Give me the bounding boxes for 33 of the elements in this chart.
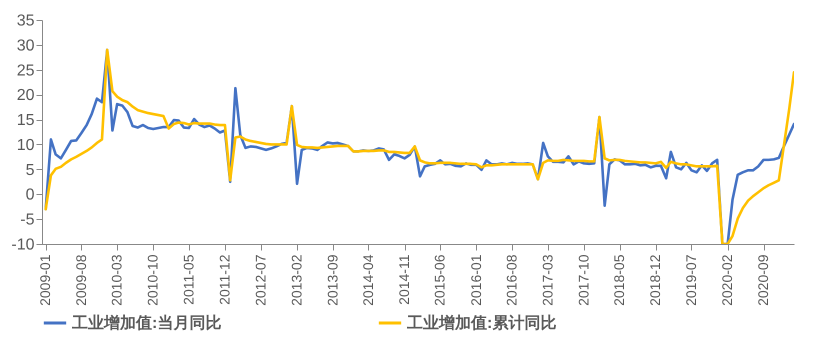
x-tick-label: 2015-06 xyxy=(432,254,448,306)
x-tick-label: 2013-02 xyxy=(288,254,305,306)
y-tick-label: 5 xyxy=(26,162,35,179)
x-tick-label: 2013-09 xyxy=(324,254,340,306)
y-tick-label: -10 xyxy=(11,236,35,254)
x-tick-label: 2011-05 xyxy=(180,254,196,305)
y-tick-label: 30 xyxy=(16,37,35,54)
x-tick-label: 2016-08 xyxy=(504,254,520,306)
y-tick-label: 10 xyxy=(16,136,35,154)
y-tick-label: 0 xyxy=(26,186,35,204)
x-tick-label: 2018-05 xyxy=(611,254,628,306)
x-tick-label: 2014-11 xyxy=(396,254,412,305)
y-tick-label: 20 xyxy=(16,87,35,104)
legend-label: 工业增加值:当月同比 xyxy=(71,314,222,332)
y-tick-label: -5 xyxy=(20,212,35,229)
x-tick-label: 2018-12 xyxy=(647,254,664,306)
x-tick-label: 2020-02 xyxy=(719,254,736,306)
x-tick-label: 2017-10 xyxy=(575,254,592,306)
x-tick-label: 2009-08 xyxy=(72,254,89,306)
x-tick-label: 2016-01 xyxy=(468,254,484,306)
x-tick-label: 2009-01 xyxy=(37,254,54,306)
x-tick-label: 2011-12 xyxy=(216,254,232,305)
x-tick-label: 2020-09 xyxy=(755,254,772,306)
x-tick-label: 2012-07 xyxy=(252,254,268,306)
y-tick-label: 15 xyxy=(16,112,35,130)
legend-label: 工业增加值:累计同比 xyxy=(406,314,556,332)
y-tick-label: 25 xyxy=(16,62,35,80)
x-tick-label: 2017-03 xyxy=(539,254,556,306)
x-tick-label: 2019-07 xyxy=(682,254,699,306)
y-tick-label: 35 xyxy=(16,12,35,30)
x-tick-label: 2014-04 xyxy=(360,254,376,306)
x-tick-label: 2010-03 xyxy=(108,254,125,306)
x-tick-label: 2010-10 xyxy=(144,254,161,306)
